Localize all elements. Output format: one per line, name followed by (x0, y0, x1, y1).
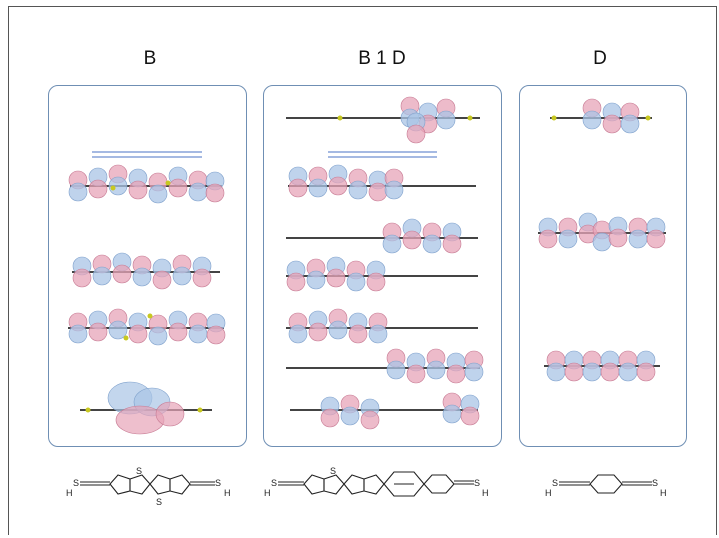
orbital-b1d-7 (290, 392, 480, 430)
atom-s: S (271, 478, 277, 488)
orbital-d-3 (544, 350, 660, 382)
column-title-b1d: B 1 D (358, 48, 406, 69)
structure-d: H S S H (545, 474, 667, 498)
structure-b1d: H S S S H (264, 466, 489, 498)
figure-frame (8, 6, 717, 535)
atom-s: S (73, 478, 79, 488)
atom-s: S (552, 478, 558, 488)
orbital-b-1 (68, 164, 225, 204)
orbital-b1d-2 (288, 164, 476, 202)
atom-h: H (264, 488, 271, 498)
atom-h: H (482, 488, 489, 498)
orbital-d-2 (538, 212, 666, 252)
column-title-b: B (143, 48, 157, 69)
structure-b: H S S S S H (66, 466, 231, 507)
atom-s: S (652, 478, 658, 488)
orbital-b-3 (68, 308, 226, 346)
orbital-b1d-6 (286, 348, 484, 384)
atom-h: H (66, 488, 73, 498)
orbital-b1d-1 (286, 96, 480, 144)
atom-h: H (224, 488, 231, 498)
orbital-d-1 (550, 98, 652, 134)
atom-s: S (156, 497, 162, 507)
orbital-b-4 (80, 381, 212, 435)
atom-s: S (136, 466, 142, 476)
atom-h: H (660, 488, 667, 498)
atom-s: S (215, 478, 221, 488)
orbital-b1d-4 (286, 256, 478, 292)
column-title-d: D (593, 48, 607, 69)
atom-s: S (474, 478, 480, 488)
orbital-b1d-3 (286, 218, 478, 254)
orbital-b1d-5 (286, 308, 478, 344)
atom-s: S (330, 466, 336, 476)
panel-d (519, 85, 687, 447)
orbital-b-2 (72, 252, 220, 290)
atom-h: H (545, 488, 552, 498)
